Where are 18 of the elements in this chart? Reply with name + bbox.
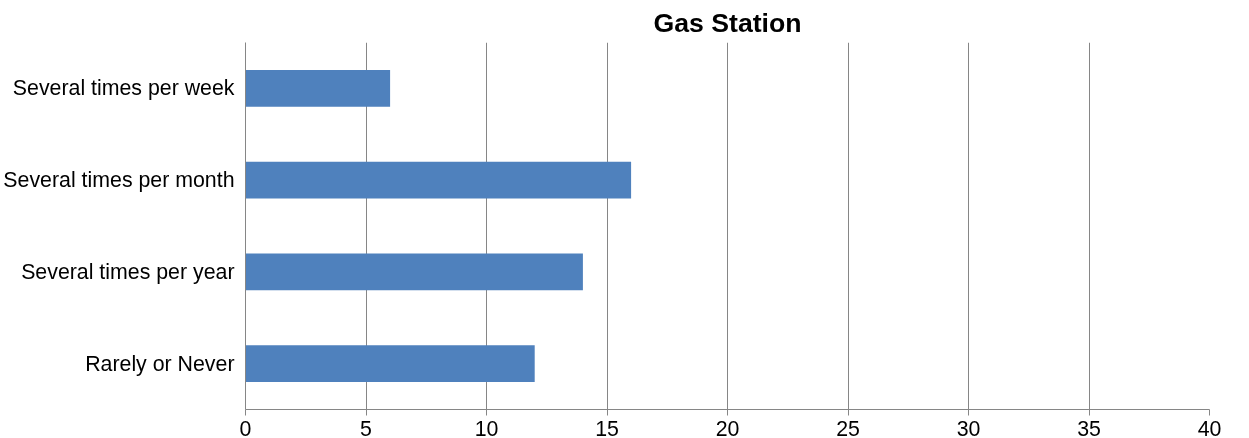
bar <box>245 70 391 107</box>
x-tick-label: 40 <box>1197 416 1222 438</box>
x-tick-label: 15 <box>595 416 619 438</box>
bar <box>245 161 632 199</box>
x-tick-label: 35 <box>1077 416 1101 438</box>
x-tick-label: 5 <box>360 416 372 438</box>
chart-title: Gas Station <box>653 7 802 38</box>
x-tick-label: 25 <box>836 416 860 438</box>
bar <box>245 345 535 382</box>
y-tick-label: Several times per year <box>21 259 235 284</box>
x-tick-label: 30 <box>956 416 981 438</box>
x-tick-label: 10 <box>474 416 499 438</box>
y-tick-label: Rarely or Never <box>85 351 235 376</box>
y-tick-label: Several times per month <box>3 168 235 193</box>
bar <box>245 253 583 291</box>
x-tick-label: 20 <box>715 416 740 438</box>
x-tick-label: 0 <box>239 416 252 438</box>
y-tick-label: Several times per week <box>12 76 235 101</box>
